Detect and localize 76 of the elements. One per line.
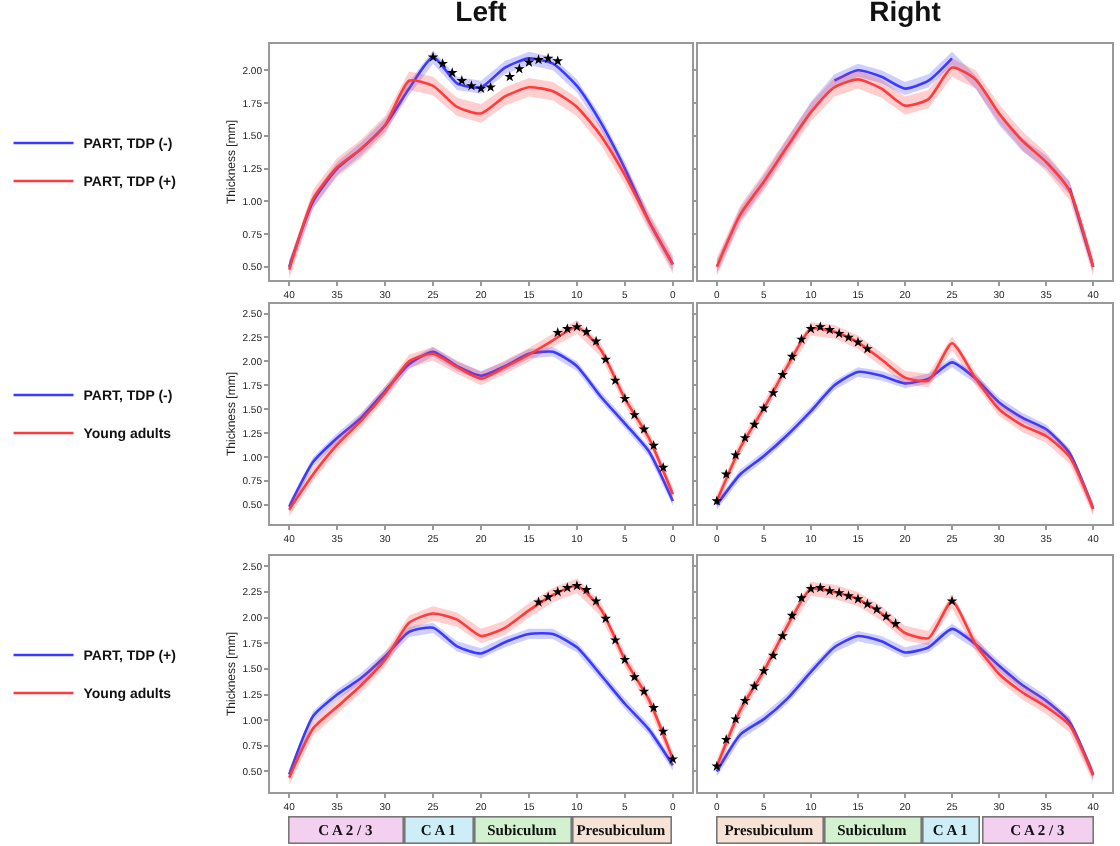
point [485, 81, 496, 92]
point [552, 586, 564, 597]
point [552, 327, 564, 338]
point [600, 353, 611, 365]
point [824, 324, 836, 335]
point [523, 56, 535, 67]
chart-title: Left [455, 0, 508, 28]
point [629, 409, 640, 420]
point [815, 582, 826, 593]
point [514, 63, 525, 74]
point [862, 598, 873, 609]
point [638, 423, 650, 434]
point [720, 734, 732, 745]
point [890, 618, 901, 629]
point [657, 725, 669, 736]
point [805, 583, 817, 594]
point [609, 634, 621, 645]
point [667, 753, 679, 764]
point [824, 585, 836, 596]
point [843, 590, 854, 601]
point [786, 351, 798, 362]
point [629, 671, 640, 682]
point [730, 713, 741, 724]
point [571, 321, 583, 332]
point [852, 336, 864, 347]
point [446, 67, 458, 78]
point [542, 52, 554, 63]
point [609, 374, 621, 386]
point [533, 596, 544, 607]
point [648, 439, 659, 451]
point [437, 58, 448, 69]
point [843, 331, 854, 343]
point [833, 587, 845, 598]
point [619, 654, 631, 665]
point [777, 630, 788, 641]
point [833, 328, 845, 339]
point [648, 702, 659, 713]
point [657, 461, 669, 473]
point [542, 591, 554, 602]
point [590, 595, 602, 606]
point [880, 610, 892, 622]
point [739, 695, 751, 706]
point [786, 609, 798, 621]
point [749, 680, 760, 691]
point [562, 582, 573, 593]
point [767, 387, 779, 398]
point [581, 584, 592, 595]
point [758, 665, 770, 676]
point [749, 418, 760, 430]
point [571, 580, 583, 591]
point [504, 71, 516, 82]
point [767, 649, 779, 661]
point [456, 75, 468, 86]
point [619, 393, 631, 404]
point [796, 592, 807, 603]
point [533, 54, 544, 65]
point [805, 323, 817, 334]
point [475, 82, 487, 94]
point [946, 595, 958, 606]
chart-title: Right [869, 0, 942, 28]
point [739, 432, 751, 443]
point [796, 333, 807, 344]
point [777, 369, 788, 380]
point [581, 326, 592, 337]
point [862, 343, 873, 354]
point [427, 51, 439, 62]
point [590, 335, 602, 346]
point [600, 613, 611, 624]
point [552, 55, 564, 66]
point [466, 80, 477, 91]
point [852, 593, 864, 604]
point [730, 449, 741, 460]
point [638, 685, 650, 696]
point [711, 495, 723, 506]
point [562, 323, 573, 334]
point [815, 321, 826, 332]
